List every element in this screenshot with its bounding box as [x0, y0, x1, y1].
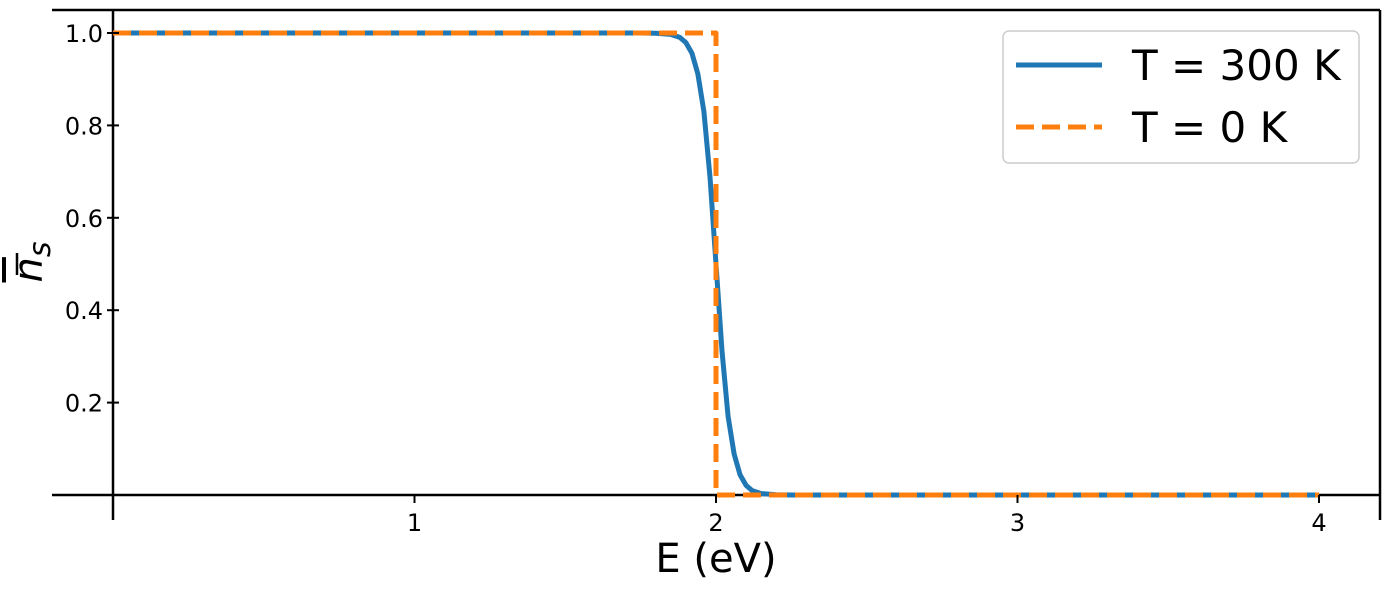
legend-label: T = 0 K: [1131, 103, 1289, 152]
legend: T = 300 K T = 0 K: [1002, 30, 1360, 164]
legend-label: T = 300 K: [1131, 41, 1342, 90]
y-axis-title: ns: [6, 242, 58, 283]
y-tick-label: 0.4: [65, 297, 103, 325]
x-tick-label: 3: [1010, 509, 1025, 537]
y-tick-label: 0.2: [65, 390, 103, 418]
x-tick-label: 4: [1311, 509, 1326, 537]
y-tick-label: 0.6: [65, 205, 103, 233]
y-tick-label: 1.0: [65, 20, 103, 48]
x-tick-label: 1: [407, 509, 422, 537]
ticks: 1 2 3 4 0.2 0.4 0.6 0.8 1.0: [65, 20, 1327, 537]
x-tick-label: 2: [708, 509, 723, 537]
x-axis-title: E (eV): [655, 536, 776, 582]
y-axis-title-text: ns: [6, 242, 58, 283]
y-tick-label: 0.8: [65, 112, 103, 140]
